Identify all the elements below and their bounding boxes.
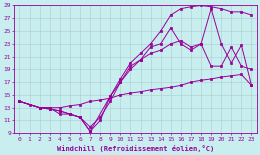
X-axis label: Windchill (Refroidissement éolien,°C): Windchill (Refroidissement éolien,°C) — [57, 144, 214, 152]
